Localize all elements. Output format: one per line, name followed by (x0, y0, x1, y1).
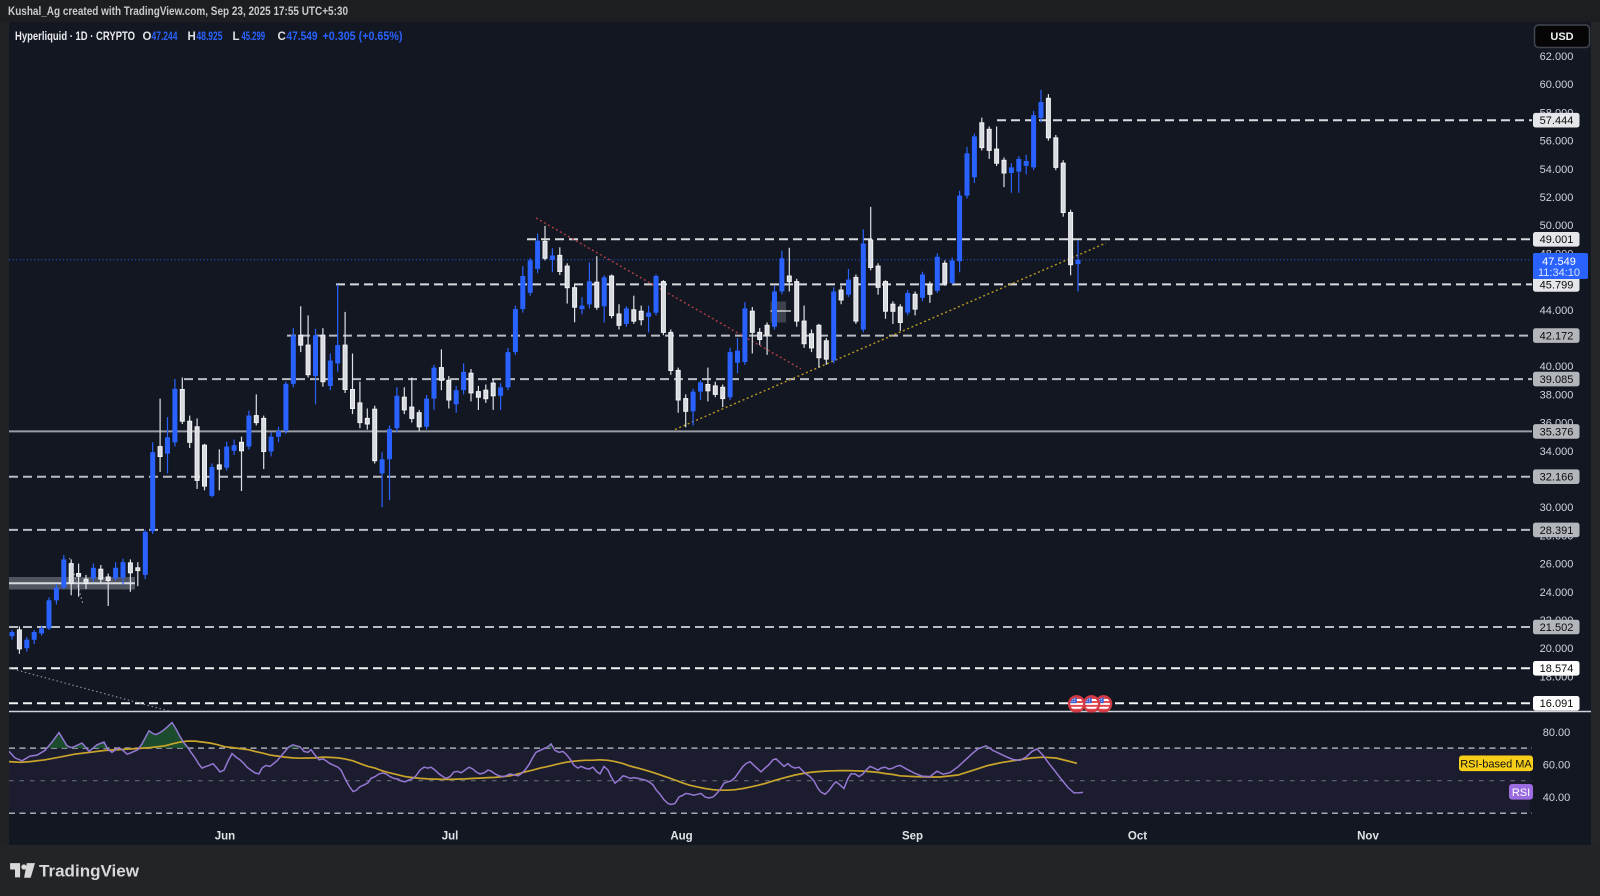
svg-text:H: H (188, 31, 196, 43)
svg-text:80.00: 80.00 (1543, 727, 1571, 739)
svg-text:50.000: 50.000 (1540, 220, 1574, 232)
svg-text:O: O (143, 31, 152, 43)
svg-text:18.574: 18.574 (1540, 663, 1574, 675)
svg-text:Jul: Jul (442, 831, 459, 843)
svg-text:16.091: 16.091 (1540, 698, 1574, 710)
svg-text:+0.305 (+0.65%): +0.305 (+0.65%) (323, 31, 403, 43)
svg-text:60.00: 60.00 (1543, 759, 1571, 771)
svg-text:Kushal_Ag created with Trading: Kushal_Ag created with TradingView.com, … (8, 4, 348, 18)
svg-text:54.000: 54.000 (1540, 164, 1574, 176)
svg-text:39.085: 39.085 (1540, 374, 1574, 386)
svg-text:49.001: 49.001 (1540, 234, 1574, 246)
svg-text:40.00: 40.00 (1543, 792, 1571, 804)
svg-text:38.000: 38.000 (1540, 389, 1574, 401)
svg-text:26.000: 26.000 (1540, 559, 1574, 571)
svg-text:57.444: 57.444 (1540, 115, 1574, 127)
svg-text:62.000: 62.000 (1540, 51, 1574, 63)
svg-text:C: C (278, 31, 286, 43)
svg-text:USD: USD (1550, 31, 1573, 43)
svg-text:Hyperliquid · 1D · CRYPTO: Hyperliquid · 1D · CRYPTO (15, 31, 135, 43)
svg-text:47.549: 47.549 (287, 31, 318, 43)
svg-text:47.244: 47.244 (152, 31, 178, 43)
svg-text:Sep: Sep (902, 831, 923, 843)
svg-text:32.166: 32.166 (1540, 472, 1574, 484)
svg-text:RSI-based MA: RSI-based MA (1460, 758, 1532, 770)
svg-text:44.000: 44.000 (1540, 305, 1574, 317)
svg-text:35.376: 35.376 (1540, 426, 1574, 438)
svg-text:11:34:10: 11:34:10 (1538, 267, 1580, 279)
svg-text:RSI: RSI (1512, 787, 1530, 799)
svg-text:24.000: 24.000 (1540, 587, 1574, 599)
svg-text:21.502: 21.502 (1540, 622, 1574, 634)
svg-text:60.000: 60.000 (1540, 79, 1574, 91)
svg-text:45.299: 45.299 (242, 31, 266, 43)
svg-text:56.000: 56.000 (1540, 136, 1574, 148)
svg-text:45.799: 45.799 (1540, 279, 1574, 291)
svg-text:47.549: 47.549 (1542, 256, 1576, 268)
svg-text:Aug: Aug (670, 831, 692, 843)
svg-text:52.000: 52.000 (1540, 192, 1574, 204)
svg-text:30.000: 30.000 (1540, 502, 1574, 514)
svg-text:48.925: 48.925 (197, 31, 223, 43)
svg-text:20.000: 20.000 (1540, 643, 1574, 655)
svg-text:40.000: 40.000 (1540, 361, 1574, 373)
svg-text:Nov: Nov (1357, 831, 1379, 843)
svg-text:Oct: Oct (1128, 831, 1147, 843)
svg-text:L: L (233, 31, 240, 43)
svg-text:TradingView: TradingView (39, 862, 140, 881)
svg-text:34.000: 34.000 (1540, 446, 1574, 458)
svg-text:Jun: Jun (215, 831, 235, 843)
svg-text:28.391: 28.391 (1540, 525, 1574, 537)
svg-text:42.172: 42.172 (1540, 331, 1574, 343)
